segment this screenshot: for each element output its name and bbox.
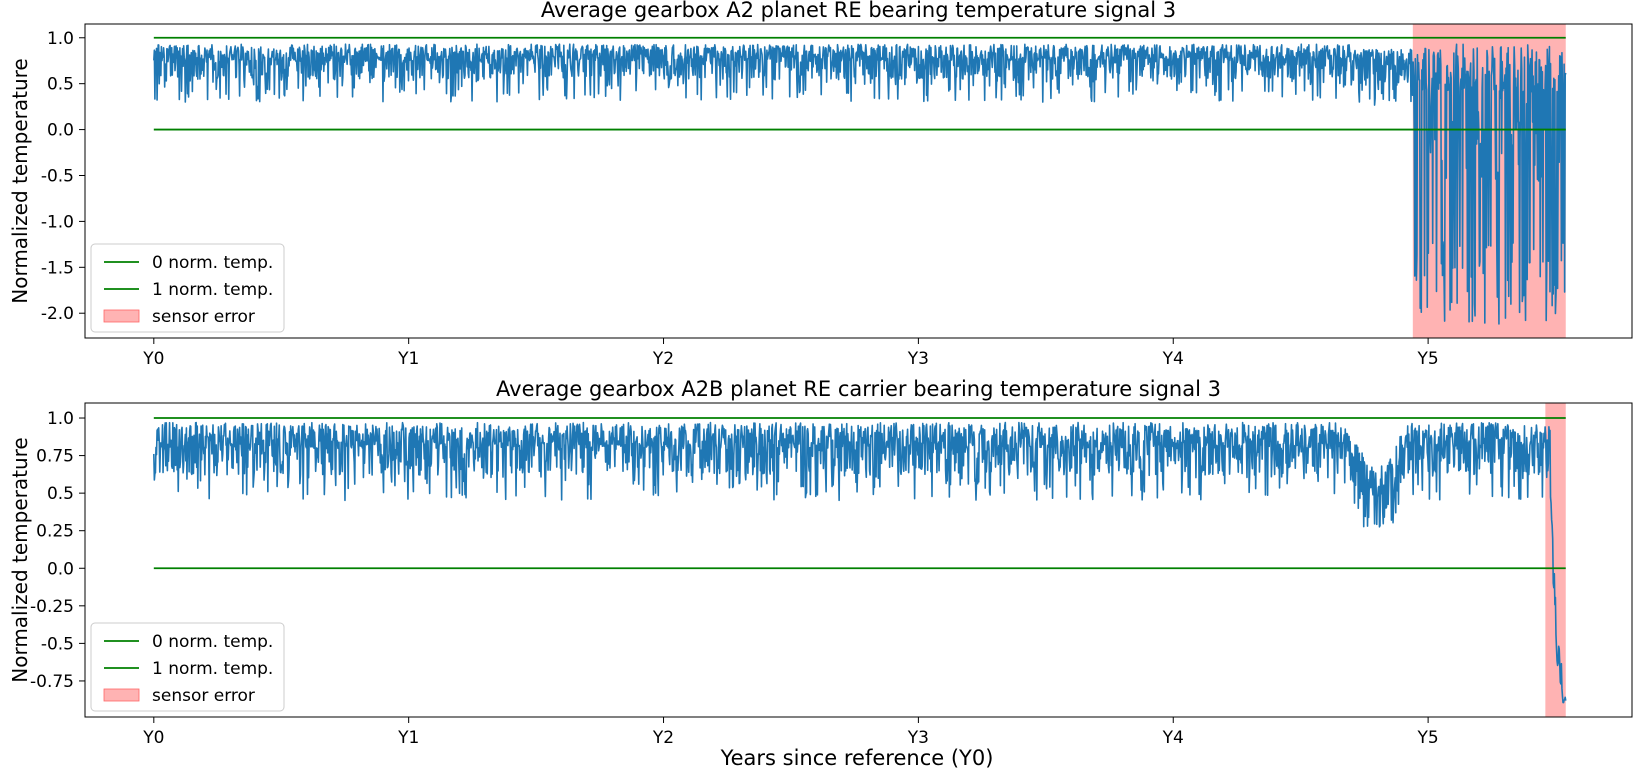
legend-swatch-sensor-error (103, 309, 140, 323)
y-axis-label: Normalized temperature (8, 58, 32, 304)
y-tick-label: 1.0 (47, 29, 74, 49)
legend-label: 1 norm. temp. (152, 280, 273, 300)
x-tick-label: Y5 (1417, 728, 1439, 748)
x-axis-label: Years since reference (Y0) (720, 746, 994, 770)
x-tick-label: Y0 (142, 728, 164, 748)
y-tick-label: -1.0 (41, 212, 74, 232)
x-tick-label: Y2 (652, 349, 674, 369)
x-tick-label: Y3 (907, 349, 929, 369)
y-tick-label: 0.25 (36, 522, 74, 542)
y-tick-label: -0.75 (30, 672, 74, 692)
legend-label: sensor error (152, 307, 255, 327)
y-tick-label: -0.25 (30, 597, 74, 617)
y-tick-label: 0.0 (47, 559, 74, 579)
x-tick-label: Y0 (142, 349, 164, 369)
legend-swatch-sensor-error (103, 688, 140, 702)
y-tick-label: 1.0 (47, 409, 74, 429)
chart-panel-top: Average gearbox A2 planet RE bearing tem… (8, 0, 1633, 369)
legend: 0 norm. temp. 1 norm. temp. sensor error (90, 622, 285, 712)
x-tick-label: Y1 (397, 728, 419, 748)
y-tick-label: 0.5 (47, 75, 74, 95)
y-tick-label: -0.5 (41, 634, 74, 654)
legend-label: 0 norm. temp. (152, 253, 273, 273)
y-tick-label: 0.0 (47, 121, 74, 141)
x-tick-label: Y5 (1417, 349, 1439, 369)
signal-line (153, 43, 1567, 325)
x-tick-label: Y2 (652, 728, 674, 748)
x-tick-label: Y4 (1162, 728, 1184, 748)
plot-frame (84, 402, 1633, 718)
legend: 0 norm. temp. 1 norm. temp. sensor error (90, 243, 285, 333)
y-axis-label: Normalized temperature (8, 437, 32, 683)
x-tick-label: Y4 (1162, 349, 1184, 369)
chart-panel-bottom: Average gearbox A2B planet RE carrier be… (8, 377, 1633, 748)
y-tick-label: -0.5 (41, 166, 74, 186)
plot-frame (84, 23, 1633, 339)
y-tick-label: -1.5 (41, 258, 74, 278)
y-tick-label: 0.5 (47, 484, 74, 504)
chart-title: Average gearbox A2B planet RE carrier be… (496, 377, 1221, 401)
x-tick-label: Y1 (397, 349, 419, 369)
y-tick-label: -2.0 (41, 304, 74, 324)
legend-label: 1 norm. temp. (152, 659, 273, 679)
legend-label: 0 norm. temp. (152, 632, 273, 652)
signal-line (153, 421, 1567, 704)
x-tick-label: Y3 (907, 728, 929, 748)
chart-title: Average gearbox A2 planet RE bearing tem… (541, 0, 1176, 22)
legend-label: sensor error (152, 686, 255, 706)
y-tick-label: 0.75 (36, 447, 74, 467)
